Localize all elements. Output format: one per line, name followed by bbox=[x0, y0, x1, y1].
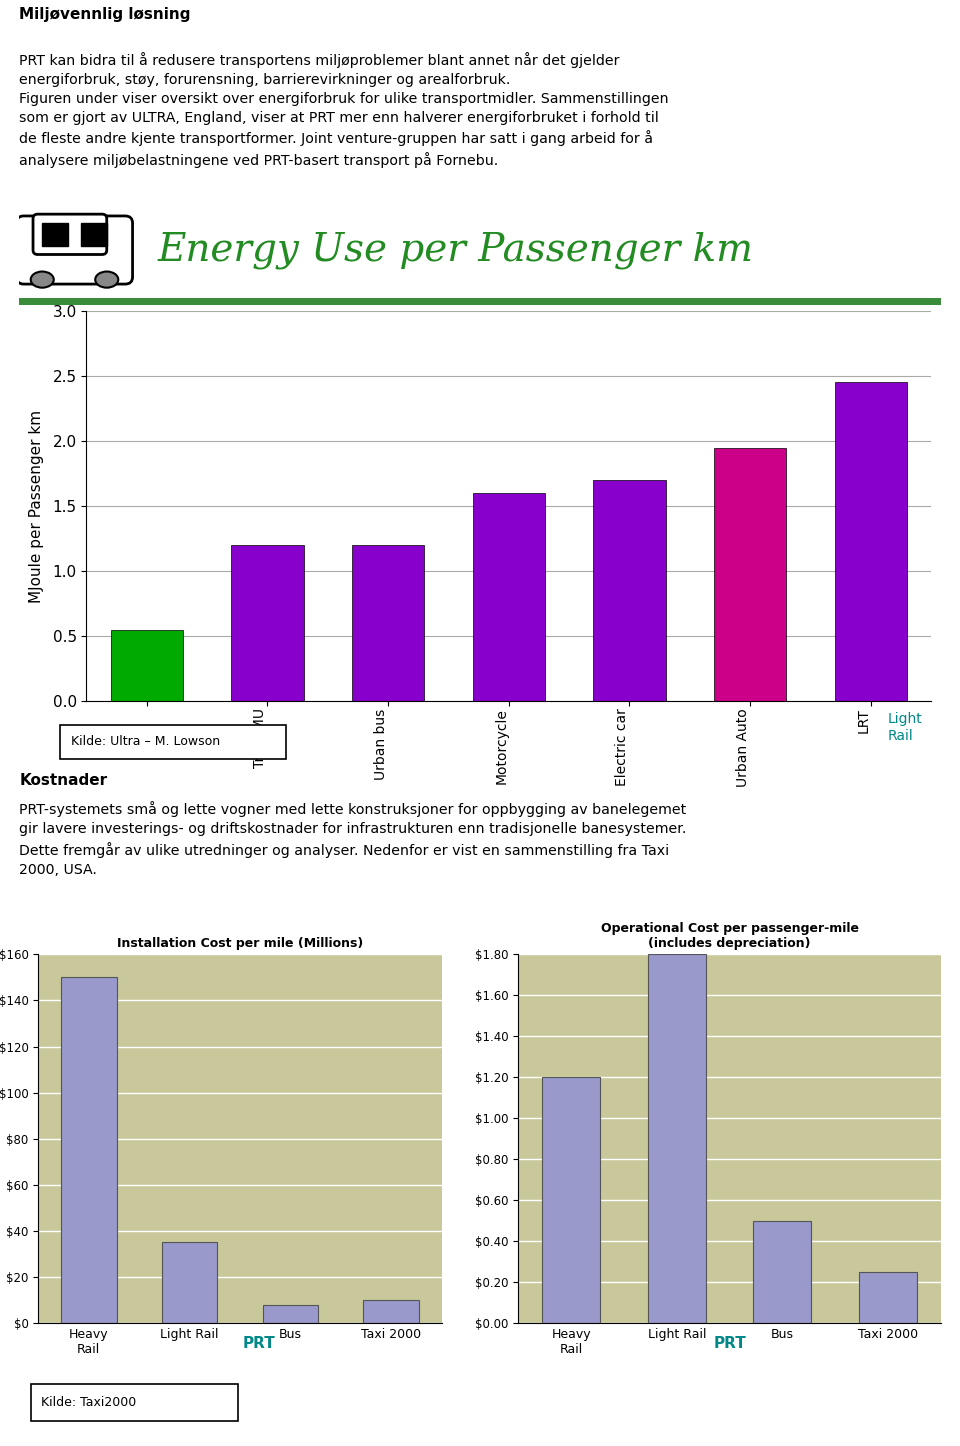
Bar bbox=[714, 447, 786, 701]
Text: Kilde: Taxi2000: Kilde: Taxi2000 bbox=[41, 1397, 136, 1408]
Text: Train MU: Train MU bbox=[253, 709, 268, 768]
Text: Electric car: Electric car bbox=[615, 709, 630, 787]
Y-axis label: MJoule per Passenger km: MJoule per Passenger km bbox=[29, 409, 44, 603]
Text: Urban Auto: Urban Auto bbox=[736, 709, 750, 787]
Bar bbox=[352, 545, 424, 701]
Bar bbox=[42, 223, 68, 246]
Text: Kostnader: Kostnader bbox=[19, 774, 108, 788]
Text: Light
Rail: Light Rail bbox=[888, 713, 923, 743]
Bar bbox=[754, 1220, 811, 1323]
Bar bbox=[81, 223, 107, 246]
Bar bbox=[110, 629, 183, 701]
Bar bbox=[231, 545, 303, 701]
Text: Miljøvennlig løsning: Miljøvennlig løsning bbox=[19, 7, 191, 22]
Text: PRT kan bidra til å redusere transportens miljøproblemer blant annet når det gje: PRT kan bidra til å redusere transporten… bbox=[19, 52, 669, 168]
Text: LRT: LRT bbox=[857, 709, 871, 733]
Text: Kilde: Ultra – M. Lowson: Kilde: Ultra – M. Lowson bbox=[71, 736, 221, 748]
Text: Urban bus: Urban bus bbox=[374, 709, 388, 779]
Ellipse shape bbox=[95, 272, 118, 288]
Ellipse shape bbox=[31, 272, 54, 288]
Text: Motorcycle: Motorcycle bbox=[494, 709, 509, 784]
Bar bbox=[593, 480, 665, 701]
Title: Operational Cost per passenger-mile
(includes depreciation): Operational Cost per passenger-mile (inc… bbox=[601, 923, 858, 950]
Text: PRT-systemets små og lette vogner med lette konstruksjoner for oppbygging av ban: PRT-systemets små og lette vogner med le… bbox=[19, 801, 686, 876]
Text: PRT: PRT bbox=[713, 1336, 746, 1351]
Bar bbox=[859, 1272, 917, 1323]
Bar bbox=[263, 1304, 318, 1323]
Text: PRT: PRT bbox=[243, 1336, 276, 1351]
Text: Energy Use per Passenger km: Energy Use per Passenger km bbox=[157, 231, 754, 269]
Bar bbox=[364, 1300, 419, 1323]
FancyBboxPatch shape bbox=[33, 214, 107, 254]
Bar bbox=[648, 954, 706, 1323]
Bar bbox=[834, 382, 907, 701]
Bar bbox=[472, 493, 545, 701]
Bar bbox=[162, 1242, 217, 1323]
FancyBboxPatch shape bbox=[16, 215, 132, 283]
FancyBboxPatch shape bbox=[31, 1384, 238, 1421]
Bar bbox=[542, 1077, 600, 1323]
Bar bbox=[61, 977, 116, 1323]
Text: PRT: PRT bbox=[134, 732, 159, 746]
Title: Installation Cost per mile (Millions): Installation Cost per mile (Millions) bbox=[117, 937, 363, 950]
FancyBboxPatch shape bbox=[60, 724, 286, 759]
